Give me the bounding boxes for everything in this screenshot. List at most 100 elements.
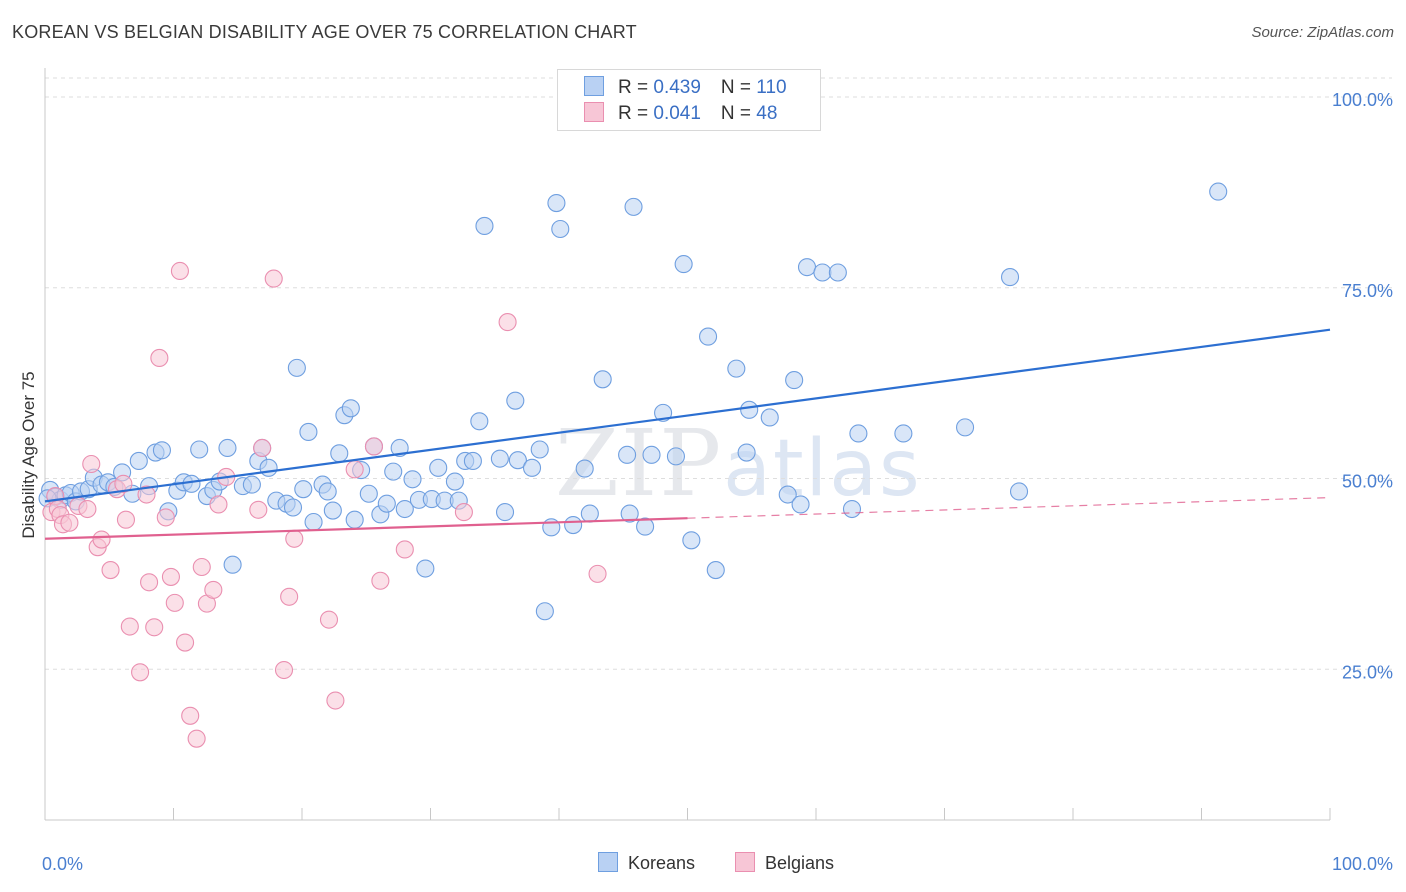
belgian-point-46 <box>498 313 517 332</box>
korean-point-27 <box>223 555 242 574</box>
korean-point-76 <box>551 219 570 239</box>
korean-point-89 <box>682 531 701 550</box>
belgian-point-25 <box>176 633 195 652</box>
korean-point-96 <box>778 485 797 504</box>
korean-point-82 <box>620 504 639 523</box>
belgian-point-15 <box>120 617 139 636</box>
korean-point-41 <box>318 482 337 501</box>
legend-korean-n-label: N = <box>720 77 757 98</box>
korean-point-97 <box>785 371 804 390</box>
korean-point-43 <box>330 444 349 463</box>
belgian-point-47 <box>588 564 607 583</box>
korean-point-67 <box>490 449 509 468</box>
belgian-point-19 <box>145 618 164 637</box>
korean-point-32 <box>259 458 278 477</box>
belgian-point-24 <box>170 261 189 281</box>
belgian-trend-line <box>44 517 688 540</box>
korean-point-69 <box>506 391 525 410</box>
chart-title: KOREAN VS BELGIAN DISABILITY AGE OVER 75… <box>12 22 637 42</box>
belgian-point-36 <box>274 660 294 680</box>
belgian-point-37 <box>280 587 299 606</box>
korean-point-104 <box>894 424 913 443</box>
korean-point-90 <box>699 327 718 346</box>
korean-point-36 <box>287 358 306 377</box>
belgian-point-13 <box>114 474 133 493</box>
legend-korean-r-label: R = <box>618 77 654 98</box>
korean-point-35 <box>283 498 303 517</box>
korean-point-87 <box>666 447 685 466</box>
belgian-point-35 <box>264 269 283 288</box>
belgian-point-10 <box>92 530 111 549</box>
belgian-point-11 <box>101 561 120 580</box>
belgian-point-18 <box>140 573 159 592</box>
belgian-point-20 <box>150 348 169 367</box>
belgian-point-31 <box>209 495 228 514</box>
legend-swatch-korean <box>584 76 604 96</box>
belgian-point-45 <box>454 503 473 522</box>
korean-point-64 <box>463 451 482 471</box>
legend-swatch-belgian <box>584 102 604 122</box>
korean-point-91 <box>706 561 725 580</box>
korean-point-14 <box>129 451 148 471</box>
korean-point-22 <box>190 440 209 459</box>
korean-point-29 <box>242 475 261 494</box>
belgian-point-8 <box>82 454 101 474</box>
korean-point-101 <box>828 263 847 282</box>
korean-point-100 <box>813 263 832 282</box>
legend-belgian-n-value: 48 <box>756 103 778 124</box>
korean-point-88 <box>674 255 693 274</box>
belgian-point-22 <box>161 567 180 586</box>
y-tick-label-3: 25.0% <box>1342 662 1393 682</box>
korean-point-45 <box>341 399 360 418</box>
korean-point-85 <box>642 445 661 464</box>
legend-row-belgian: R = 0.041 N = 48 <box>584 102 787 126</box>
korean-point-52 <box>384 462 403 481</box>
x-tick-label-right: 100.0% <box>1332 854 1393 874</box>
belgian-point-42 <box>364 437 384 456</box>
belgian-point-40 <box>326 691 345 710</box>
bottom-legend-korean-label: Koreans <box>628 853 696 873</box>
x-tick-label-left: 0.0% <box>42 854 83 874</box>
korean-point-54 <box>395 499 414 519</box>
korean-point-98 <box>791 495 810 514</box>
korean-point-92 <box>727 359 746 378</box>
korean-point-21 <box>182 474 201 493</box>
bottom-legend-belgian-label: Belgians <box>765 853 835 873</box>
korean-point-77 <box>564 515 583 535</box>
belgian-point-16 <box>131 663 150 682</box>
belgian-point-21 <box>156 508 175 527</box>
korean-point-107 <box>1000 268 1020 287</box>
belgian-point-43 <box>371 571 390 590</box>
korean-point-102 <box>842 499 862 519</box>
legend-belgian-r-value: 0.041 <box>653 103 701 124</box>
korean-point-95 <box>760 408 779 427</box>
korean-point-59 <box>429 458 448 477</box>
korean-point-83 <box>624 197 643 216</box>
korean-point-75 <box>547 194 566 213</box>
korean-point-84 <box>636 517 655 536</box>
belgian-point-23 <box>165 593 184 612</box>
legend-korean-n-value: 110 <box>756 77 787 98</box>
y-tick-label-2: 50.0% <box>1342 472 1393 492</box>
korean-point-38 <box>299 422 318 442</box>
belgian-point-30 <box>204 580 223 599</box>
legend-korean-r-value: 0.439 <box>653 77 701 98</box>
belgian-point-39 <box>319 610 339 629</box>
legend-belgian-n-label: N = <box>720 103 757 124</box>
korean-point-72 <box>530 440 549 459</box>
korean-point-66 <box>475 216 494 235</box>
belgian-point-26 <box>181 706 200 725</box>
belgian-point-38 <box>285 529 304 548</box>
korean-point-46 <box>345 510 364 529</box>
korean-point-39 <box>304 512 323 532</box>
korean-point-37 <box>294 480 313 499</box>
belgian-point-17 <box>137 485 156 504</box>
korean-point-55 <box>403 470 422 489</box>
stats-legend: R = 0.439 N = 110 R = 0.041 N = 48 <box>557 69 821 131</box>
belgian-point-41 <box>345 460 364 479</box>
korean-point-81 <box>618 445 637 464</box>
korean-point-48 <box>359 484 378 503</box>
korean-point-108 <box>1209 182 1228 201</box>
belgian-point-14 <box>116 510 136 529</box>
